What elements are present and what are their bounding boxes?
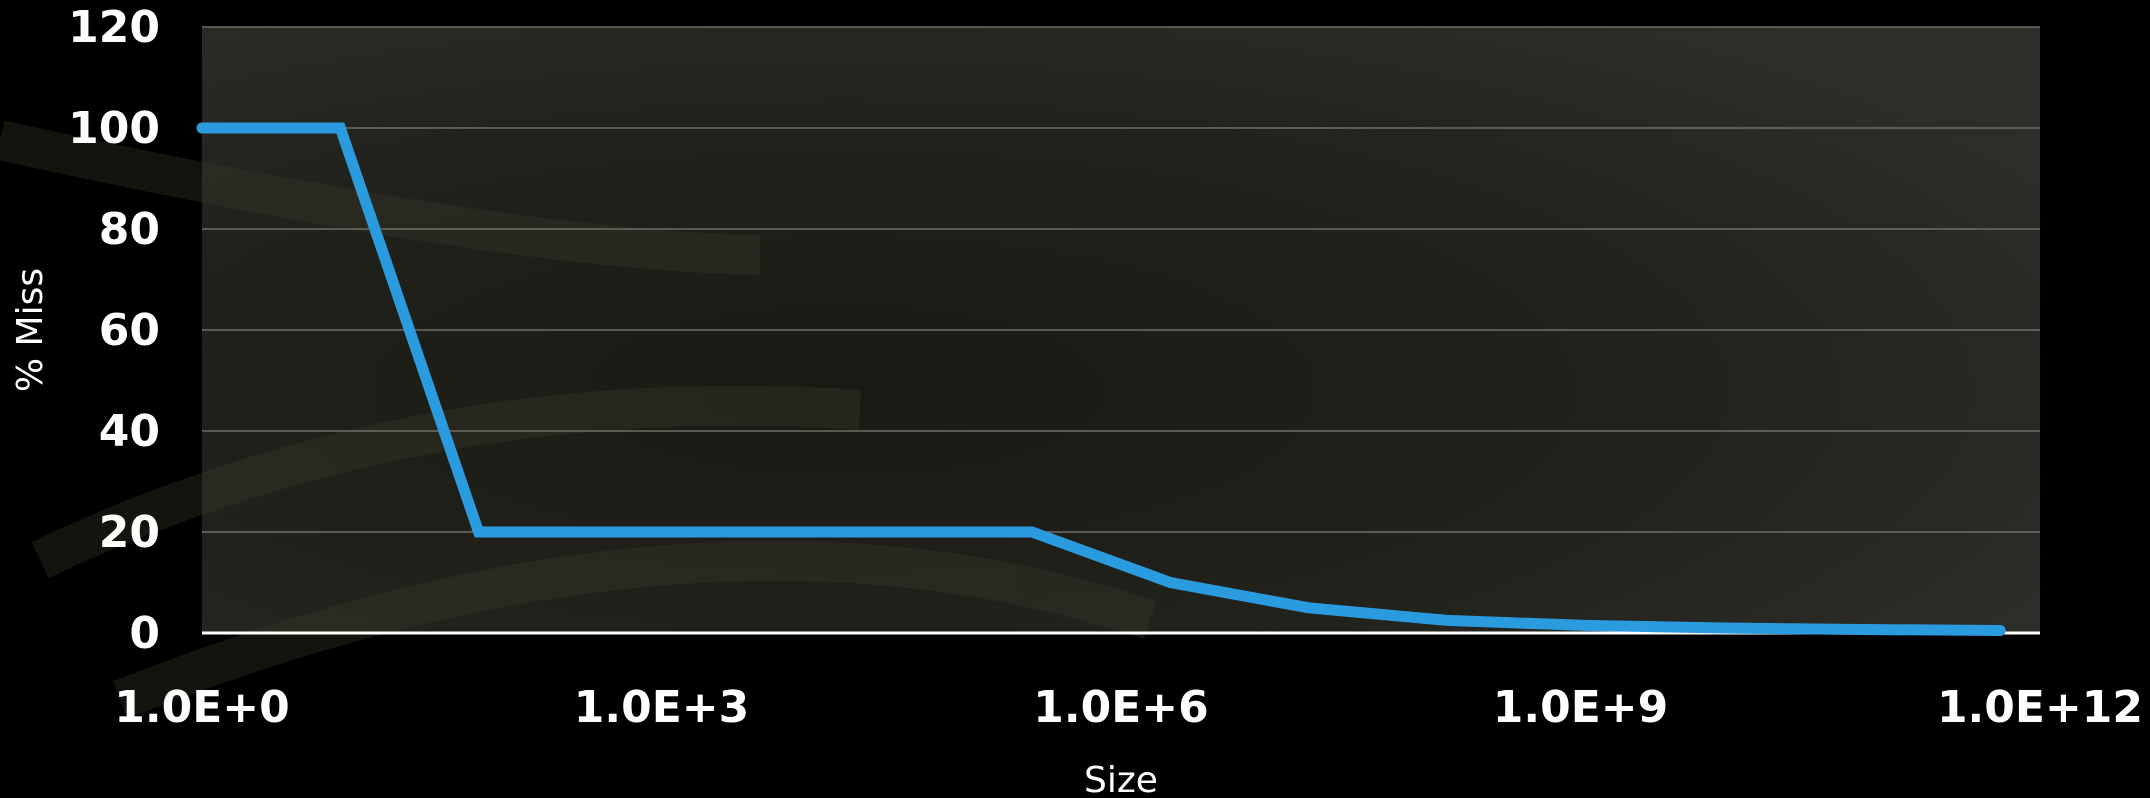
- y-tick-labels: 0 20 40 60 80 100 120: [68, 2, 160, 659]
- x-tick-label: 1.0E+6: [1033, 682, 1208, 733]
- y-tick-label: 60: [99, 305, 160, 356]
- background-decoration: [0, 120, 1157, 719]
- x-axis-title: Size: [1084, 760, 1158, 798]
- x-tick-label: 1.0E+12: [1937, 682, 2143, 733]
- series-layer: [196, 122, 2006, 636]
- x-tick-label: 1.0E+3: [574, 682, 749, 733]
- y-tick-label: 120: [68, 2, 160, 53]
- series-line-0: [196, 122, 2006, 636]
- x-tick-label: 1.0E+9: [1493, 682, 1668, 733]
- y-tick-label: 100: [68, 103, 160, 154]
- y-tick-label: 20: [99, 507, 160, 558]
- x-tick-label: 1.0E+0: [114, 682, 289, 733]
- y-tick-label: 0: [129, 608, 160, 659]
- y-tick-label: 40: [99, 406, 160, 457]
- y-tick-label: 80: [99, 204, 160, 255]
- y-axis-title: % Miss: [10, 268, 51, 392]
- x-tick-labels: 1.0E+0 1.0E+3 1.0E+6 1.0E+9 1.0E+12: [114, 682, 2143, 733]
